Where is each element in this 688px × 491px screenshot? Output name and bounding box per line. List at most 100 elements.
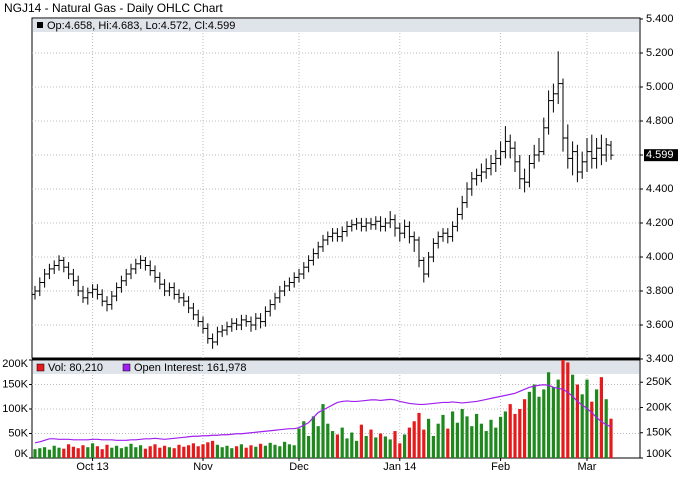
volume-bar — [86, 447, 90, 458]
volume-bar — [566, 362, 570, 458]
y-tick-label: 5.200 — [646, 47, 674, 59]
volume-bars — [33, 360, 613, 458]
volume-bar — [542, 389, 546, 458]
volume-bar — [278, 446, 282, 458]
volume-bar — [369, 429, 373, 458]
volume-bar — [139, 445, 143, 458]
volume-bar — [206, 442, 210, 458]
volume-bar — [422, 429, 426, 458]
volume-bar — [119, 448, 123, 458]
volume-bar — [609, 418, 613, 458]
volume-bar — [556, 379, 560, 458]
volume-bar — [105, 444, 109, 458]
volume-bar — [585, 379, 589, 458]
volume-bar — [575, 384, 579, 458]
volume-bar — [364, 435, 368, 458]
volume-bar — [148, 446, 152, 458]
volume-bar — [153, 444, 157, 458]
volume-bar — [134, 447, 138, 458]
volume-bar — [374, 437, 378, 458]
volume-legend-strip — [33, 361, 639, 374]
volume-bar — [191, 443, 195, 458]
open-interest-line — [34, 384, 612, 444]
volume-bar — [244, 447, 248, 458]
last-price-label: 4.599 — [646, 149, 674, 161]
volume-bar — [403, 434, 407, 458]
volume-bar — [158, 447, 162, 458]
volume-bar — [201, 444, 205, 458]
volume-bar — [503, 411, 507, 458]
volume-bar — [71, 446, 75, 458]
volume-bar — [292, 445, 296, 458]
volume-bar — [100, 449, 104, 458]
chart-title: NGJ14 - Natural Gas - Daily OHLC Chart — [4, 1, 223, 15]
volume-bar — [220, 447, 224, 458]
volume-bar — [110, 447, 114, 458]
volume-bar — [527, 391, 531, 458]
volume-bar — [571, 374, 575, 458]
volume-bar — [508, 404, 512, 458]
y-tick-label: 50K — [8, 427, 28, 439]
volume-bar — [470, 426, 474, 458]
volume-bar — [331, 431, 335, 458]
x-tick-label: Mar — [578, 461, 597, 473]
volume-bar — [436, 423, 440, 458]
volume-bar — [431, 435, 435, 458]
legend-swatch — [122, 363, 131, 372]
x-tick-label: Feb — [491, 461, 510, 473]
volume-bar — [499, 416, 503, 458]
volume-bar — [523, 399, 527, 458]
volume-bar — [268, 442, 272, 458]
x-tick-label: Nov — [193, 461, 213, 473]
volume-bar — [518, 409, 522, 458]
volume-bar — [307, 435, 311, 458]
volume-bar — [326, 423, 330, 458]
legend-swatch — [37, 22, 43, 28]
volume-bar — [259, 443, 263, 458]
price-legend-strip — [33, 19, 639, 32]
last-price-tag — [644, 149, 678, 162]
y2-tick-label: 200K — [646, 401, 672, 413]
volume-bar — [388, 439, 392, 458]
volume-bar — [215, 444, 219, 458]
volume-bar — [311, 416, 315, 458]
volume-bar — [225, 445, 229, 458]
volume-bar — [359, 424, 363, 458]
volume-bar — [287, 444, 291, 458]
y-tick-label: 5.400 — [646, 13, 674, 25]
volume-bar — [115, 445, 119, 458]
volume-bar — [177, 444, 181, 458]
volume-bar — [379, 433, 383, 458]
y-tick-label: 3.400 — [646, 353, 674, 365]
volume-bar — [547, 372, 551, 458]
volume-bar — [417, 412, 421, 458]
volume-bar — [446, 428, 450, 458]
volume-bar — [254, 446, 258, 458]
volume-bar — [355, 440, 359, 458]
volume-bar — [52, 445, 56, 458]
volume-bar — [273, 444, 277, 458]
volume-bar — [182, 446, 186, 458]
volume-bar — [129, 443, 133, 458]
volume-bar — [599, 377, 603, 458]
y2-tick-label: 100K — [646, 448, 672, 460]
volume-bar — [460, 409, 464, 458]
volume-bar — [81, 445, 85, 458]
volume-bar — [143, 448, 147, 458]
volume-bar — [494, 427, 498, 458]
volume-bar — [595, 389, 599, 458]
volume-bar — [249, 445, 253, 458]
volume-bar — [76, 448, 80, 458]
legend-text: Open Interest: 161,978 — [134, 362, 247, 374]
y-tick-label: 3.600 — [646, 319, 674, 331]
volume-bar — [235, 446, 239, 458]
y-tick-label: 4.400 — [646, 183, 674, 195]
y2-tick-label: 250K — [646, 376, 672, 388]
volume-bar — [513, 413, 517, 458]
volume-bar — [230, 448, 234, 458]
y-tick-label: 100K — [2, 403, 28, 415]
volume-bar — [95, 446, 99, 458]
volume-bar — [297, 428, 301, 458]
volume-bar — [163, 445, 167, 458]
